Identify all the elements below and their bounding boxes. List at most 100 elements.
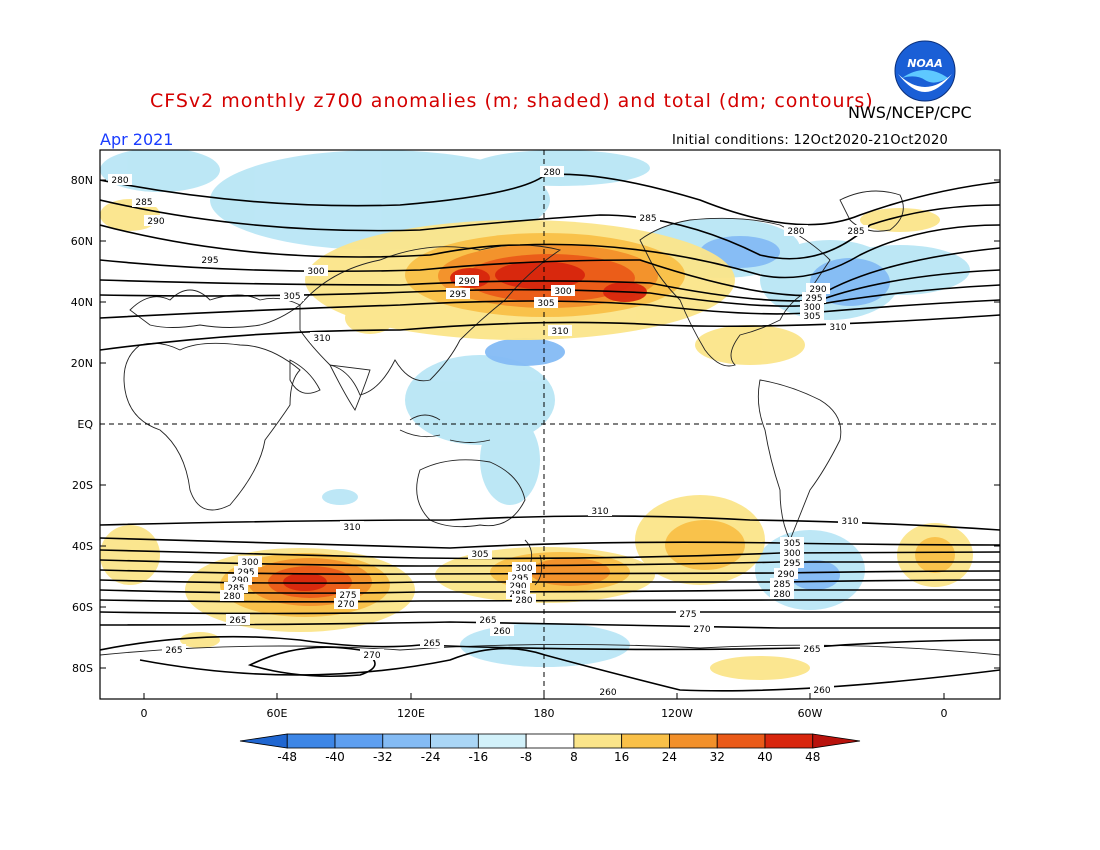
contour-label: 295	[805, 294, 822, 304]
agency-label: NWS/NCEP/CPC	[848, 103, 972, 122]
contour-label: 295	[449, 290, 466, 300]
colorbar-swatch	[573, 733, 623, 749]
contour-label: 295	[201, 256, 218, 266]
contour-label: 260	[493, 627, 510, 637]
contour-label: 260	[599, 688, 616, 698]
lon-label-180: 180	[534, 707, 555, 720]
lat-label-80s: 80S	[72, 662, 93, 675]
lon-label-0: 0	[141, 707, 148, 720]
colorbar: -48 -40 -32 -24 -16 -8 8 16 24 32 40 48	[239, 733, 861, 764]
contour-label: 265	[229, 616, 246, 626]
contour-label: 305	[471, 550, 488, 560]
colorbar-label: -40	[325, 750, 345, 764]
contour-label: 310	[343, 523, 360, 533]
contour-label: 280	[773, 590, 790, 600]
contour-label: 300	[554, 287, 571, 297]
colorbar-swatch	[669, 733, 718, 749]
colorbar-swatch	[477, 733, 527, 749]
contour-label: 265	[165, 646, 182, 656]
contour-label: 265	[479, 616, 496, 626]
colorbar-swatch	[764, 733, 814, 749]
contour-label: 280	[223, 592, 240, 602]
colorbar-label: 40	[757, 750, 772, 764]
contour-label: 310	[841, 517, 858, 527]
contour-label: 280	[787, 227, 804, 237]
contour-label: 300	[307, 267, 324, 277]
contour-label: 295	[783, 559, 800, 569]
contour-label: 305	[537, 299, 554, 309]
lat-label-60n: 60N	[71, 235, 93, 248]
contour-label: 285	[639, 214, 656, 224]
lon-label-120e: 120E	[397, 707, 425, 720]
lon-label-120w: 120W	[661, 707, 693, 720]
colorbar-swatch	[621, 733, 670, 749]
colorbar-swatch	[286, 733, 336, 749]
contour-label: 290	[458, 277, 475, 287]
lat-label-80n: 80N	[71, 174, 93, 187]
contour-label: 285	[227, 584, 244, 594]
colorbar-label: -8	[520, 750, 532, 764]
colorbar-extend-low	[239, 733, 288, 749]
contour-label: 280	[111, 176, 128, 186]
height-contours	[100, 173, 1000, 692]
contour-label: 290	[231, 576, 248, 586]
contour-label: 280	[515, 596, 532, 606]
contour-label: 305	[803, 312, 820, 322]
colorbar-label: -32	[373, 750, 393, 764]
colorbar-label: 16	[614, 750, 629, 764]
contour-label: 265	[423, 639, 440, 649]
contour-label: 300	[803, 303, 820, 313]
contour-label: 300	[241, 558, 258, 568]
map-title: CFSv2 monthly z700 anomalies (m; shaded)…	[150, 90, 874, 112]
lon-label-60e: 60E	[267, 707, 288, 720]
contour-label: 300	[783, 549, 800, 559]
contour-label: 265	[803, 645, 820, 655]
contour-label: 310	[551, 327, 568, 337]
contour-label: 295	[511, 574, 528, 584]
colorbar-label: -16	[469, 750, 489, 764]
colorbar-label: 32	[710, 750, 725, 764]
colorbar-swatch	[334, 733, 384, 749]
map-frame	[99, 149, 1001, 700]
lat-label-eq: EQ	[77, 418, 93, 431]
colorbar-extend-high	[812, 733, 861, 749]
contour-label: 290	[777, 570, 794, 580]
lon-label-0-east: 0	[941, 707, 948, 720]
contour-label: 310	[591, 507, 608, 517]
colorbar-label: 24	[662, 750, 677, 764]
colorbar-swatch	[716, 733, 766, 749]
latitude-axis: 80N 60N 40N 20N EQ 20S 40S 60S 80S	[71, 174, 1000, 675]
colorbar-label: 48	[805, 750, 820, 764]
contour-label: 310	[313, 334, 330, 344]
lat-label-60s: 60S	[72, 601, 93, 614]
lat-label-40s: 40S	[72, 540, 93, 553]
noaa-logo-icon: NOAA	[894, 40, 956, 102]
contour-label: 285	[847, 227, 864, 237]
contour-label: 270	[363, 651, 380, 661]
colorbar-swatch	[430, 733, 479, 749]
contour-label: 290	[509, 582, 526, 592]
contour-label: 310	[829, 323, 846, 333]
contour-label: 275	[679, 610, 696, 620]
contour-label: 275	[339, 591, 356, 601]
colorbar-swatch	[382, 733, 431, 749]
contour-label: 260	[813, 686, 830, 696]
lat-label-40n: 40N	[71, 296, 93, 309]
colorbar-swatch	[525, 733, 575, 749]
contour-label: 270	[693, 625, 710, 635]
initial-conditions-label: Initial conditions: 12Oct2020-21Oct2020	[672, 133, 949, 148]
contour-label: 285	[773, 580, 790, 590]
longitude-axis: 0 60E 120E 180 120W 60W 0	[141, 693, 948, 720]
contour-label: 290	[809, 285, 826, 295]
colorbar-label: 8	[570, 750, 578, 764]
contour-label: 305	[783, 539, 800, 549]
colorbar-label: -24	[421, 750, 441, 764]
forecast-month-label: Apr 2021	[100, 130, 174, 149]
contour-label: 270	[337, 600, 354, 610]
lon-label-60w: 60W	[798, 707, 823, 720]
colorbar-label: -48	[277, 750, 297, 764]
contour-label: 305	[283, 292, 300, 302]
svg-text:NOAA: NOAA	[907, 57, 943, 70]
lat-label-20s: 20S	[72, 479, 93, 492]
